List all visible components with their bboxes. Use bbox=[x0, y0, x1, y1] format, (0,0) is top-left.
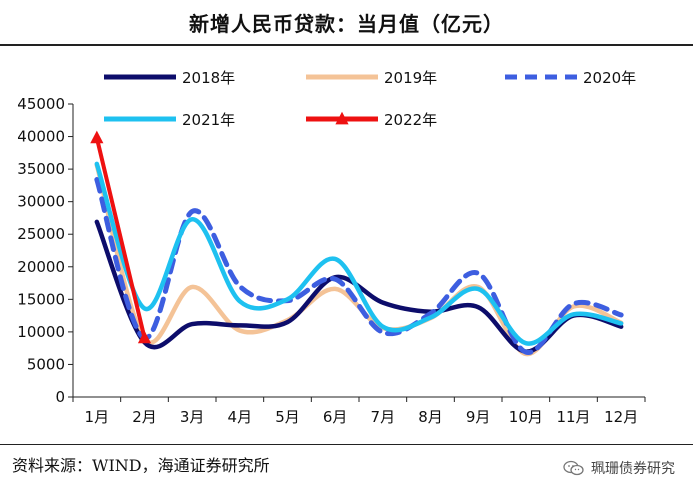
y-tick-label: 15000 bbox=[17, 290, 65, 308]
x-tick-label: 12月 bbox=[604, 408, 638, 426]
x-tick-label: 2月 bbox=[132, 408, 157, 426]
legend-label-2019: 2019年 bbox=[384, 69, 437, 87]
x-tick-label: 4月 bbox=[228, 408, 253, 426]
series-line-2022 bbox=[94, 137, 147, 339]
y-tick-label: 35000 bbox=[17, 160, 65, 178]
y-tick-label: 20000 bbox=[17, 258, 65, 276]
legend-label-2022: 2022年 bbox=[384, 111, 437, 129]
watermark: 珮珊债券研究 bbox=[563, 458, 675, 478]
footer-rule bbox=[0, 444, 693, 445]
y-tick-label: 40000 bbox=[17, 128, 65, 146]
x-tick-label: 10月 bbox=[509, 408, 543, 426]
legend-marker-2022 bbox=[335, 111, 349, 125]
x-tick-label: 9月 bbox=[466, 408, 491, 426]
x-tick-label: 11月 bbox=[556, 408, 590, 426]
y-tick-label: 5000 bbox=[27, 355, 65, 373]
x-tick-label: 7月 bbox=[371, 408, 396, 426]
y-tick-label: 0 bbox=[55, 388, 65, 406]
title-rule bbox=[0, 44, 693, 46]
legend-label-2021: 2021年 bbox=[182, 111, 235, 129]
legend-label-2018: 2018年 bbox=[182, 69, 235, 87]
series-marker-2022 bbox=[90, 130, 104, 144]
x-tick-label: 3月 bbox=[180, 408, 205, 426]
y-tick-label: 10000 bbox=[17, 323, 65, 341]
x-tick-label: 1月 bbox=[85, 408, 110, 426]
watermark-text: 珮珊债券研究 bbox=[591, 461, 675, 477]
y-tick-label: 45000 bbox=[17, 95, 65, 113]
loan-line-chart: 0 5000 10000 15000 20000 25000 30000 35000 40000… bbox=[17, 69, 646, 426]
x-tick-label: 5月 bbox=[275, 408, 300, 426]
source-note: 资料来源：WIND，海通证券研究所 bbox=[12, 456, 270, 475]
wechat-icon bbox=[563, 460, 585, 476]
series-line-2021 bbox=[94, 161, 624, 346]
legend-label-2020: 2020年 bbox=[583, 69, 636, 87]
y-tick-label: 25000 bbox=[17, 225, 65, 243]
chart-title: 新增人民币贷款：当月值（亿元） bbox=[189, 12, 504, 36]
series-marker-2022 bbox=[137, 330, 152, 344]
y-tick-label: 30000 bbox=[17, 193, 65, 211]
series-line-2020 bbox=[94, 177, 624, 355]
x-tick-label: 8月 bbox=[418, 408, 443, 426]
x-tick-label: 6月 bbox=[323, 408, 348, 426]
